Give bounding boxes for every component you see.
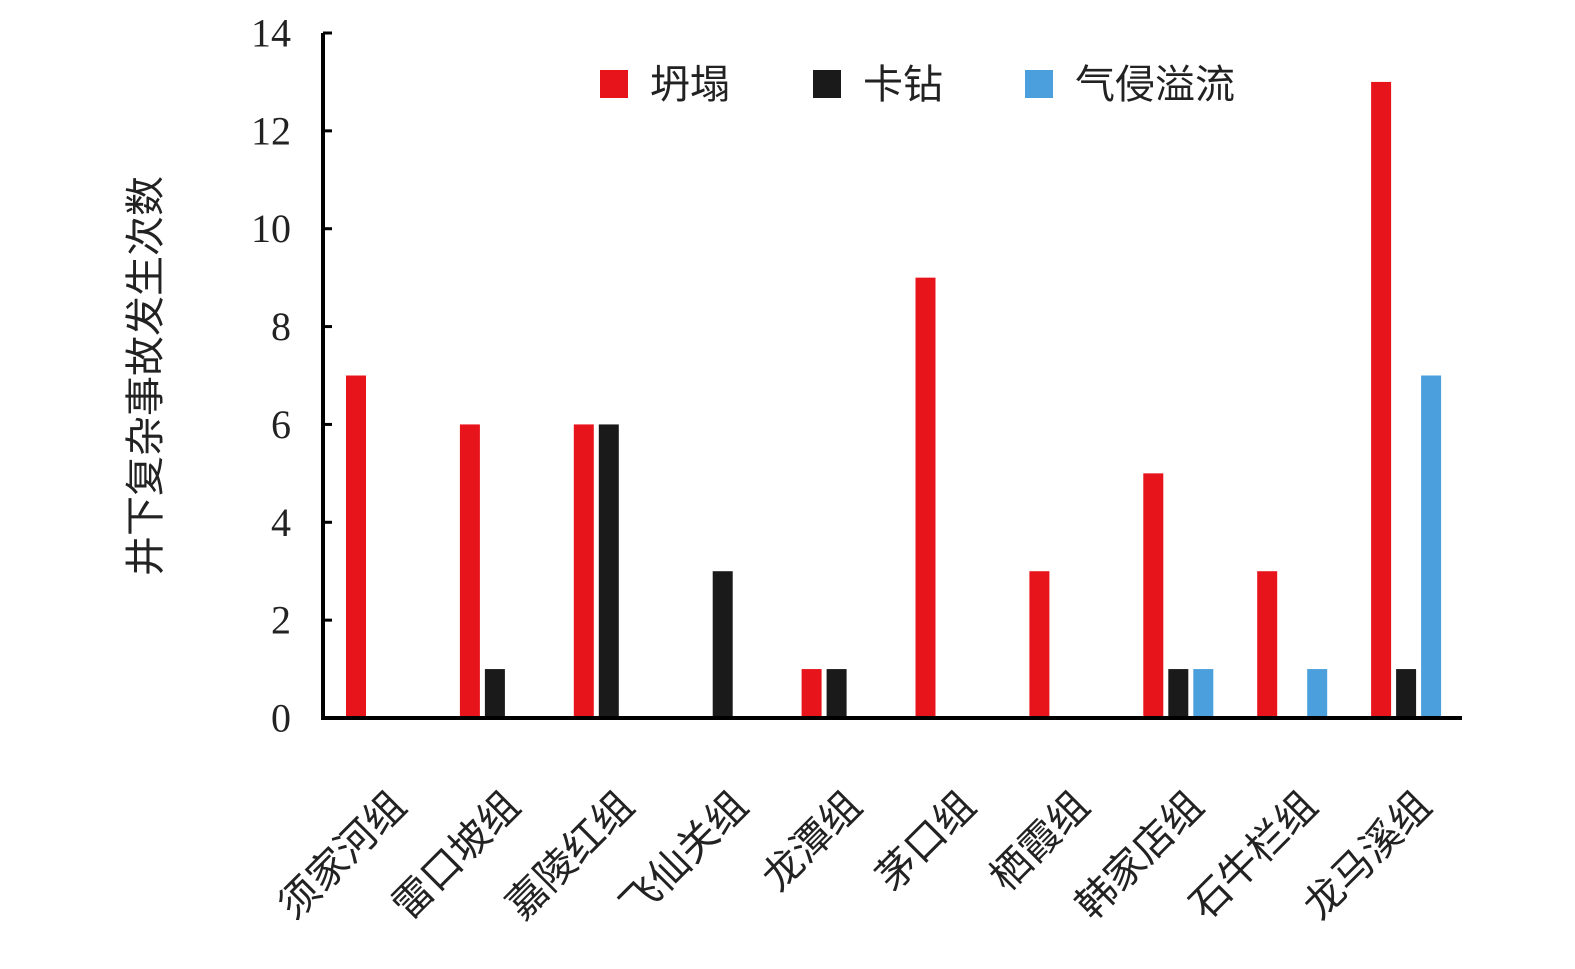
legend-swatch-卡钻 <box>813 70 841 98</box>
bars-layer <box>346 81 1442 718</box>
bar-坍塌-栖霞组 <box>1029 571 1050 718</box>
y-axis-title-group: 井下复杂事故发生次数 <box>123 176 169 576</box>
bar-卡钻-韩家店组 <box>1168 669 1189 718</box>
y-tick-label: 8 <box>271 304 291 349</box>
y-ticks-layer: 0 2 4 6 8 10 12 14 <box>251 11 332 741</box>
bar-卡钻-龙马溪组 <box>1396 669 1417 718</box>
bar-卡钻-雷口坡组 <box>484 669 505 718</box>
bar-卡钻-飞仙关组 <box>712 571 733 718</box>
y-tick-label: 6 <box>271 402 291 447</box>
bar-气侵溢流-韩家店组 <box>1193 669 1214 718</box>
y-tick-label: 12 <box>251 108 291 153</box>
bar-坍塌-须家河组 <box>346 375 366 718</box>
legend-swatch-坍塌 <box>600 70 628 98</box>
y-axis-title: 井下复杂事故发生次数 <box>123 176 169 576</box>
bar-气侵溢流-石牛栏组 <box>1307 669 1328 718</box>
bar-坍塌-龙马溪组 <box>1371 81 1392 718</box>
bar-气侵溢流-龙马溪组 <box>1421 375 1442 718</box>
bar-坍塌-雷口坡组 <box>459 424 480 718</box>
y-tick-label: 4 <box>271 500 291 545</box>
y-tick-label: 2 <box>271 598 291 643</box>
x-category-label: 茅口组 <box>868 783 985 900</box>
legend-label: 气侵溢流 <box>1075 62 1235 108</box>
bar-坍塌-龙潭组 <box>801 669 822 718</box>
bar-坍塌-韩家店组 <box>1143 473 1164 718</box>
y-tick-label: 10 <box>251 206 291 251</box>
bar-卡钻-嘉陵红组 <box>598 424 619 718</box>
x-category-label: 龙潭组 <box>754 783 871 900</box>
legend-label: 坍塌 <box>650 62 730 108</box>
bar-坍塌-石牛栏组 <box>1257 571 1278 718</box>
legend-swatch-气侵溢流 <box>1025 70 1053 98</box>
bar-卡钻-龙潭组 <box>826 669 847 718</box>
bar-坍塌-嘉陵红组 <box>573 424 594 718</box>
bar-坍塌-茅口组 <box>915 277 936 718</box>
y-tick-label: 0 <box>271 696 291 741</box>
legend-label: 卡钻 <box>863 62 943 108</box>
x-category-label: 龙马溪组 <box>1295 783 1441 929</box>
legend: 坍塌 卡钻 气侵溢流 <box>600 62 1235 108</box>
x-category-label: 飞仙关组 <box>611 783 757 929</box>
y-tick-label: 14 <box>251 11 291 56</box>
axes-layer <box>321 33 1462 720</box>
